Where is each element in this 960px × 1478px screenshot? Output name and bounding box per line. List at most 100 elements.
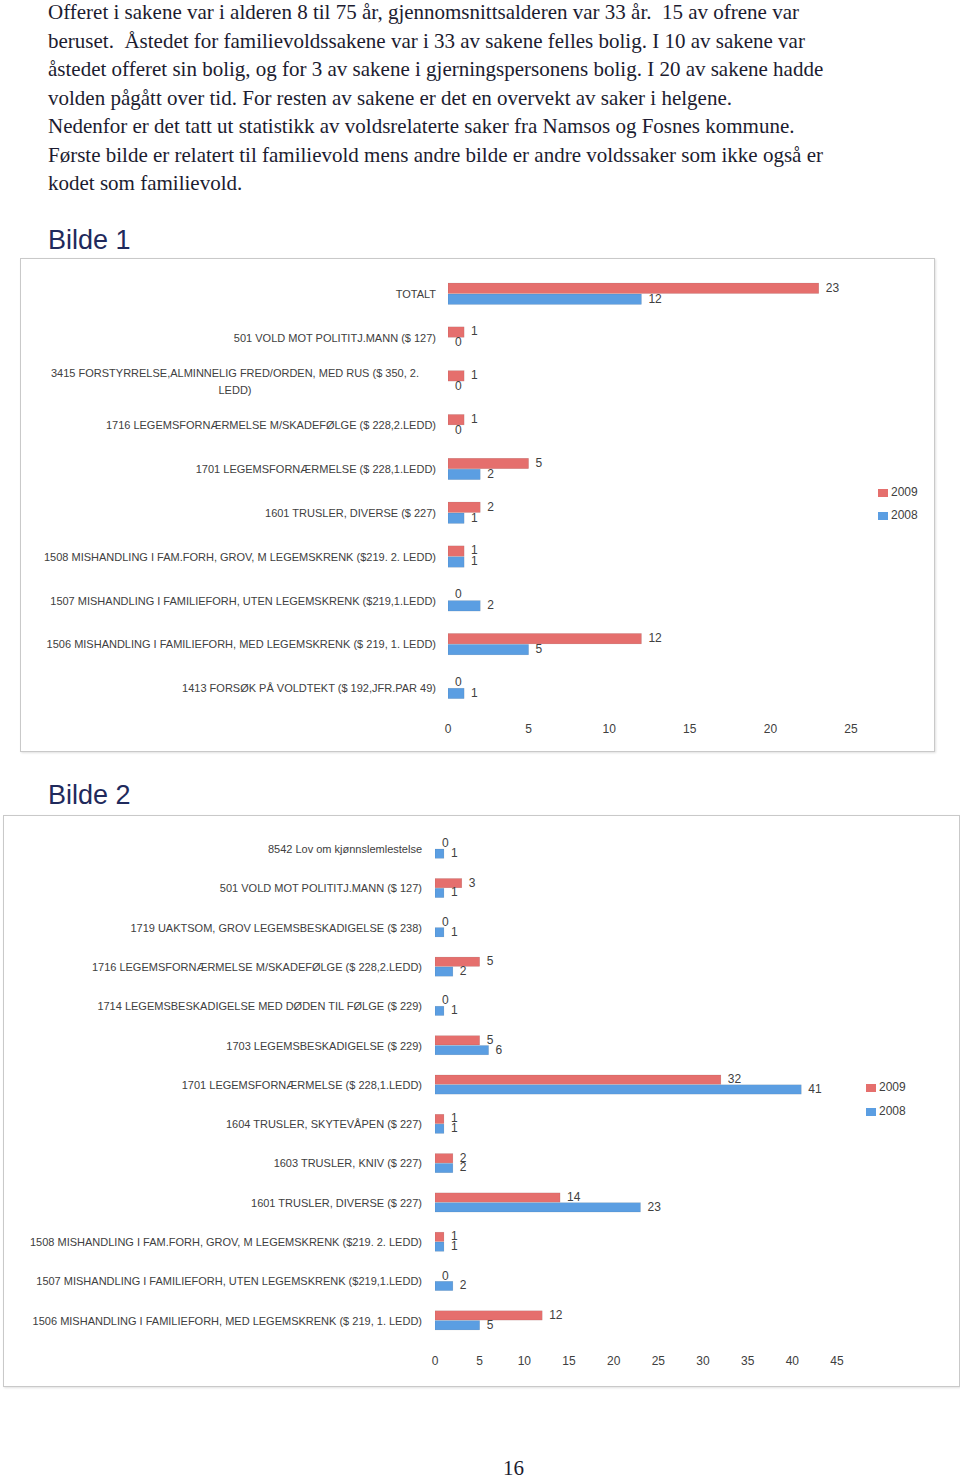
paragraph-line: volden pågått over tid. For resten av sa… <box>48 84 732 112</box>
data-label: 1 <box>451 846 458 860</box>
legend-label: 2008 <box>891 508 918 522</box>
category-text: 1601 TRUSLER, DIVERSE ($ 227) <box>265 505 436 522</box>
category-text: 1719 UAKTSOM, GROV LEGEMSBESKADIGELSE ($… <box>130 919 422 936</box>
bar <box>435 1281 453 1290</box>
category-label: 501 VOLD MOT POLITITJ.MANN ($ 127) <box>34 329 436 346</box>
tick-label: 10 <box>518 1354 532 1368</box>
category-text: 8542 Lov om kjønnslemlestelse <box>268 841 422 858</box>
bar <box>435 1036 480 1045</box>
category-label: 1413 FORSØK PÅ VOLDTEKT ($ 192,JFR.PAR 4… <box>34 680 436 697</box>
chart-title: Bilde 2 <box>48 779 131 811</box>
category-text: TOTALT <box>396 286 436 303</box>
bar <box>448 677 449 687</box>
category-label: 1508 MISHANDLING I FAM.FORH, GROV, M LEG… <box>34 548 436 565</box>
bar <box>448 601 480 611</box>
category-text: 1716 LEGEMSFORNÆRMELSE M/SKADEFØLGE ($ 2… <box>92 958 422 975</box>
data-label: 1 <box>471 324 478 338</box>
paragraph-line: Offeret i sakene var i alderen 8 til 75 … <box>48 0 799 26</box>
data-label: 41 <box>808 1082 822 1096</box>
data-label: 1 <box>451 925 458 939</box>
data-label: 0 <box>455 335 462 349</box>
paragraph-line: kodet som familievold. <box>48 169 242 197</box>
data-label: 0 <box>455 423 462 437</box>
data-label: 5 <box>487 1033 494 1047</box>
chart-frame <box>3 815 960 1387</box>
data-label: 0 <box>455 675 462 689</box>
category-label: 1604 TRUSLER, SKYTEVÅPEN ($ 227) <box>17 1116 422 1133</box>
bar <box>435 878 462 887</box>
data-label: 2 <box>487 500 494 514</box>
bar <box>435 967 453 976</box>
tick-label: 0 <box>445 722 452 736</box>
data-label: 2 <box>487 598 494 612</box>
legend-swatch <box>878 512 888 520</box>
paragraph-line: Nedenfor er det tatt ut statistikk av vo… <box>48 112 794 140</box>
category-label: 1701 LEGEMSFORNÆRMELSE ($ 228,1.LEDD) <box>34 461 436 478</box>
data-label: 1 <box>451 1239 458 1253</box>
category-label: 1716 LEGEMSFORNÆRMELSE M/SKADEFØLGE ($ 2… <box>17 958 422 975</box>
tick-label: 30 <box>696 1354 710 1368</box>
category-text: 1507 MISHANDLING I FAMILIEFORH, UTEN LEG… <box>50 592 436 609</box>
bar <box>435 1124 444 1133</box>
data-label: 12 <box>549 1308 563 1322</box>
category-label: 1507 MISHANDLING I FAMILIEFORH, UTEN LEG… <box>34 592 436 609</box>
bars <box>448 283 819 699</box>
category-text: 1508 MISHANDLING I FAM.FORH, GROV, M LEG… <box>30 1234 422 1251</box>
category-text: 501 VOLD MOT POLITITJ.MANN ($ 127) <box>220 880 422 897</box>
data-label: 1 <box>471 686 478 700</box>
bar <box>435 888 444 897</box>
data-label: 0 <box>455 587 462 601</box>
data-label: 0 <box>455 379 462 393</box>
bar <box>448 338 449 348</box>
bar <box>435 1006 444 1015</box>
data-label: 23 <box>826 281 840 295</box>
category-text: 1716 LEGEMSFORNÆRMELSE M/SKADEFØLGE ($ 2… <box>106 417 436 434</box>
data-label: 0 <box>442 993 449 1007</box>
bar <box>448 546 464 556</box>
tick-label: 15 <box>562 1354 576 1368</box>
bar <box>435 849 444 858</box>
charts-svg: 0510152025231210101052211102125012009200… <box>0 0 960 1478</box>
category-text: 501 VOLD MOT POLITITJ.MANN ($ 127) <box>234 329 436 346</box>
bar <box>435 918 436 927</box>
category-label: 1506 MISHANDLING I FAMILIEFORH, MED LEGE… <box>17 1312 422 1329</box>
data-label: 12 <box>648 292 662 306</box>
tick-label: 40 <box>786 1354 800 1368</box>
legend-swatch <box>866 1108 876 1116</box>
tick-label: 35 <box>741 1354 755 1368</box>
category-text: 1701 LEGEMSFORNÆRMELSE ($ 228,1.LEDD) <box>196 461 436 478</box>
legend-swatch <box>866 1084 876 1092</box>
category-text: 1506 MISHANDLING I FAMILIEFORH, MED LEGE… <box>47 636 436 653</box>
tick-label: 5 <box>476 1354 483 1368</box>
category-label: 1601 TRUSLER, DIVERSE ($ 227) <box>17 1194 422 1211</box>
bar <box>435 1163 453 1172</box>
bar <box>448 294 641 304</box>
bar <box>448 382 449 392</box>
data-label: 5 <box>487 954 494 968</box>
data-label: 1 <box>451 885 458 899</box>
tick-label: 15 <box>683 722 697 736</box>
tick-label: 20 <box>764 722 778 736</box>
data-label: 1 <box>451 1121 458 1135</box>
bar <box>448 688 464 698</box>
bar <box>448 283 819 293</box>
data-label: 12 <box>648 631 662 645</box>
category-label: 8542 Lov om kjønnslemlestelse <box>17 841 422 858</box>
data-labels: 0131015201563241112214231102125 <box>442 836 822 1331</box>
bar <box>435 1203 640 1212</box>
category-text: 1507 MISHANDLING I FAMILIEFORH, UTEN LEG… <box>36 1273 422 1290</box>
data-label: 1 <box>471 511 478 525</box>
paragraph-line: åstedet offeret sin bolig, og for 3 av s… <box>48 55 823 83</box>
page: Offeret i sakene var i alderen 8 til 75 … <box>0 0 960 1478</box>
data-label: 0 <box>442 915 449 929</box>
data-label: 5 <box>536 456 543 470</box>
paragraph-line: beruset. Åstedet for familievoldssakene … <box>48 27 805 55</box>
tick-label: 20 <box>607 1354 621 1368</box>
data-label: 23 <box>647 1200 661 1214</box>
category-label: 1719 UAKTSOM, GROV LEGEMSBESKADIGELSE ($… <box>17 919 422 936</box>
bar <box>435 1321 480 1330</box>
data-label: 32 <box>728 1072 742 1086</box>
category-label: 1601 TRUSLER, DIVERSE ($ 227) <box>34 505 436 522</box>
data-label: 5 <box>487 1318 494 1332</box>
data-label: 1 <box>471 368 478 382</box>
